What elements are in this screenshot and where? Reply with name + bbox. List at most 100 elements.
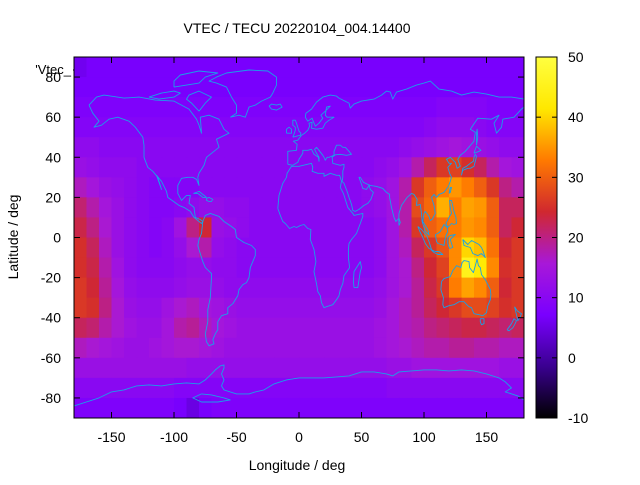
heatmap-cell [161, 137, 175, 158]
heatmap-cell [174, 297, 188, 319]
heatmap-cell [411, 117, 425, 138]
heatmap-cell [474, 157, 488, 178]
heatmap-cell [324, 317, 338, 339]
heatmap-cell [136, 377, 150, 399]
heatmap-cell [136, 197, 150, 219]
heatmap-cell [99, 297, 113, 319]
heatmap-cell [436, 277, 450, 299]
heatmap-cell [386, 177, 400, 198]
heatmap-cell [436, 197, 450, 219]
heatmap-cell [436, 117, 450, 138]
heatmap-cell [261, 197, 275, 219]
colorbar-tick-label: 30 [568, 169, 584, 185]
heatmap-cell [161, 197, 175, 219]
heatmap-cell [411, 297, 425, 319]
heatmap-cell [474, 217, 488, 239]
heatmap-cell [299, 237, 313, 259]
y-tick-label: 0 [53, 230, 61, 246]
heatmap-cell [349, 217, 363, 239]
heatmap-cell [236, 297, 250, 319]
heatmap-cell [274, 257, 288, 279]
heatmap-cell [361, 137, 375, 158]
heatmap-cell [461, 97, 475, 118]
heatmap-cell [274, 77, 288, 98]
heatmap-cell [149, 177, 163, 198]
heatmap-cell [399, 317, 413, 339]
heatmap-cell [324, 277, 338, 299]
heatmap-cell [99, 177, 113, 198]
heatmap-cell [499, 57, 513, 78]
heatmap-cell [74, 137, 88, 158]
heatmap-cell [224, 77, 238, 98]
heatmap-cell [349, 157, 363, 178]
heatmap-cell [99, 397, 113, 418]
heatmap-cell [399, 397, 413, 418]
colorbar-tick-label: 50 [568, 49, 584, 65]
heatmap-cell [111, 337, 125, 359]
x-tick-label: -100 [160, 429, 188, 445]
heatmap-cell [86, 397, 100, 418]
colorbar-tick-label: 20 [568, 230, 584, 246]
heatmap-cell [86, 77, 100, 98]
heatmap-cell [436, 397, 450, 418]
heatmap-cell [349, 237, 363, 259]
heatmap-cell [386, 57, 400, 78]
heatmap-cell [374, 137, 388, 158]
heatmap-cell [286, 57, 300, 78]
heatmap-cell [349, 177, 363, 198]
heatmap-cell [424, 297, 438, 319]
heatmap-cell [311, 257, 325, 279]
heatmap-cell [149, 137, 163, 158]
heatmap-cell [511, 297, 524, 319]
heatmap-cell [111, 317, 125, 339]
coastline [398, 217, 401, 226]
heatmap-cell [249, 157, 263, 178]
coastline [352, 261, 362, 289]
heatmap-cell [149, 377, 163, 399]
coastline [292, 119, 302, 138]
heatmap-cell [399, 117, 413, 138]
heatmap-cell [174, 117, 188, 138]
heatmap-cell [124, 357, 138, 379]
coastline [461, 153, 477, 176]
heatmap-cell [474, 377, 488, 399]
heatmap-cell [399, 357, 413, 379]
heatmap-cell [174, 197, 188, 219]
coastline [268, 103, 283, 111]
heatmap-cell [124, 157, 138, 178]
heatmap-cell [224, 57, 238, 78]
heatmap-cell [111, 77, 125, 98]
heatmap-cell [86, 157, 100, 178]
heatmap-cell [424, 97, 438, 118]
heatmap-cell [86, 57, 100, 78]
heatmap-cell [111, 197, 125, 219]
heatmap-cell [136, 117, 150, 138]
heatmap-cell [499, 317, 513, 339]
heatmap-cell [449, 57, 463, 78]
heatmap-cell [261, 57, 275, 78]
heatmap-cell [499, 257, 513, 279]
heatmap-cell [286, 297, 300, 319]
heatmap-cell [224, 357, 238, 379]
heatmap-cell [349, 357, 363, 379]
heatmap-cell [386, 297, 400, 319]
heatmap-cell [199, 297, 213, 319]
heatmap-cell [336, 177, 350, 198]
heatmap-cell [424, 397, 438, 418]
heatmap-cell [486, 197, 500, 219]
heatmap-cell [99, 337, 113, 359]
heatmap-cell [399, 77, 413, 98]
heatmap-cell [324, 177, 338, 198]
heatmap-cell [274, 277, 288, 299]
heatmap-cell [411, 357, 425, 379]
heatmap-cell [274, 237, 288, 259]
heatmap-cell [74, 77, 88, 98]
heatmap-cell [299, 137, 313, 158]
heatmap-cell [174, 157, 188, 178]
legend-label: 'Vtec_ [35, 62, 71, 77]
heatmap-cell [336, 317, 350, 339]
heatmap-cell [261, 117, 275, 138]
coastline-overlay [74, 69, 524, 407]
chart-title: VTEC / TECU 20220104_004.14400 [183, 20, 410, 36]
heatmap-cell [299, 337, 313, 359]
